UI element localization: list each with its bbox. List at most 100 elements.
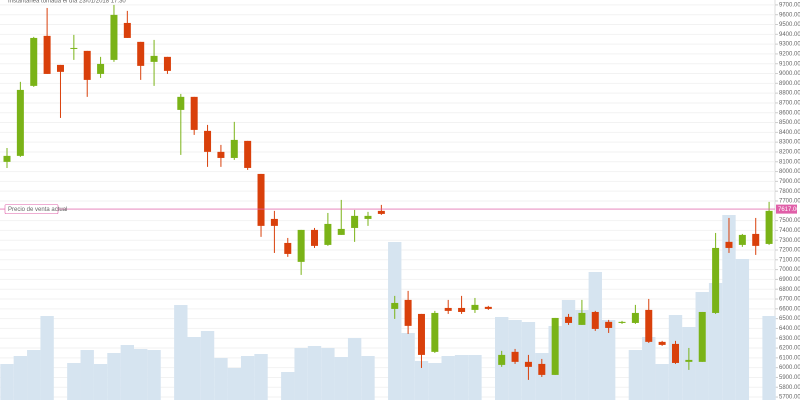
candle-body [204,130,212,152]
candle-body [631,312,639,323]
candle-body [511,351,519,362]
volume-bar [294,348,308,400]
candle-body [190,96,198,130]
candle-body [712,247,720,313]
y-tick-label: 6300.00 [779,336,800,342]
volume-bar [321,348,335,400]
volume-bars [0,215,776,400]
candle-body [645,309,653,342]
y-tick-label: 8600.00 [779,110,800,116]
y-tick-label: 7300.00 [779,238,800,244]
candle-body [351,215,359,228]
y-tick-label: 8400.00 [779,130,800,136]
candle-body [565,316,573,323]
volume-bar [361,356,375,400]
candle-body [738,234,746,245]
y-tick-label: 5800.00 [779,385,800,391]
candle-body [698,311,706,362]
volume-bar [561,300,576,400]
volume-bar [174,305,188,400]
volume-bar [414,361,429,400]
candle-body [458,307,466,312]
volume-bar [588,272,602,400]
y-tick-label: 6000.00 [779,365,800,371]
candle-body [123,22,131,38]
candle-body [752,233,760,246]
y-tick-label: 7700.00 [779,199,800,205]
candle-body [578,312,586,325]
y-tick-label: 6100.00 [779,355,800,361]
current-price-box [4,204,59,214]
y-tick-label: 8300.00 [779,140,800,146]
candle-body [364,215,372,219]
candle-body [163,56,171,71]
candle-body [297,229,305,262]
y-tick-label: 6600.00 [779,306,800,312]
y-tick-label: 9000.00 [779,71,800,77]
current-price-tag [776,204,797,214]
candle-body [484,306,492,309]
volume-bar [187,337,201,400]
candle-body [551,317,559,375]
candle-body [498,354,506,365]
volume-bar [762,316,776,400]
y-tick-label: 7800.00 [779,189,800,195]
candle-body [284,242,292,254]
candle-body [618,321,626,323]
candle-body [70,47,78,49]
y-tick-label: 7900.00 [779,179,800,185]
candle-body [43,35,51,74]
volume-bar [93,364,108,400]
y-tick-label: 7500.00 [779,218,800,224]
candles [3,4,773,380]
volume-bar [642,337,656,400]
volume-bar [13,356,28,400]
y-tick-label: 9400.00 [779,32,800,38]
candle-body [524,361,532,367]
y-tick-label: 6800.00 [779,287,800,293]
candle-body [30,37,38,86]
y-tick-label: 9500.00 [779,22,800,28]
y-tick-label: 6500.00 [779,316,800,322]
candle-body [391,302,399,309]
candle-body [230,139,238,158]
volume-bar [134,349,148,400]
y-tick-label: 8500.00 [779,120,800,126]
volume-bar [307,346,322,400]
candle-body [471,304,479,310]
y-tick-label: 9600.00 [779,12,800,18]
y-tick-label: 8700.00 [779,101,800,107]
y-tick-label: 7200.00 [779,248,800,254]
y-tick-label: 8100.00 [779,159,800,165]
current-price-text: Precio de venta actual [8,207,67,213]
volume-bar [80,350,94,400]
y-tick-label: 7400.00 [779,228,800,234]
candle-body [217,151,225,158]
candle-body [16,89,24,156]
volume-bar [441,356,455,400]
y-tick-label: 9700.00 [779,2,800,8]
candle-body [538,363,546,375]
volume-bar [147,350,161,400]
candle-body [257,173,265,226]
candle-body [311,229,319,246]
y-tick-label: 8000.00 [779,169,800,175]
candle-body [605,321,613,328]
y-tick-label: 9200.00 [779,51,800,57]
candle-body [3,155,11,162]
y-tick-label: 9100.00 [779,61,800,67]
volume-bar [428,363,442,400]
volume-bar [254,354,268,400]
chart-title: Instantánea tomada el día 23/01/2018 17:… [8,0,126,5]
volume-bar [281,372,295,400]
candle-body [337,228,345,235]
y-tick-label: 6900.00 [779,277,800,283]
current-price-label: 7617.00 [778,207,800,213]
candle-body [244,140,252,168]
volume-bar [735,259,750,400]
y-tick-label: 5900.00 [779,375,800,381]
candle-body [725,241,733,248]
volume-bar [214,358,228,400]
volume-bar [227,368,241,400]
y-tick-label: 9300.00 [779,42,800,48]
